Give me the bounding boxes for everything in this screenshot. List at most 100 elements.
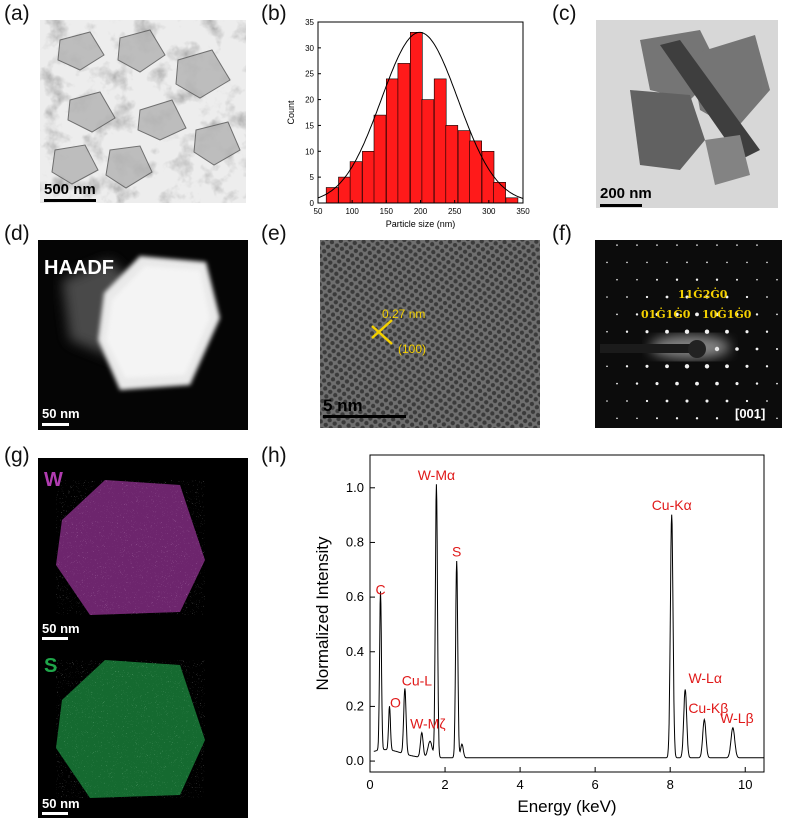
histogram-bar bbox=[421, 99, 435, 204]
diffraction-spot bbox=[665, 399, 669, 403]
peak-label: W-Mζ bbox=[410, 716, 445, 732]
diffraction-spot bbox=[735, 312, 739, 316]
diffraction-spot bbox=[606, 261, 608, 264]
diffraction-spot bbox=[705, 295, 709, 299]
diffraction-spot bbox=[715, 278, 719, 281]
panel-label-f: (f) bbox=[552, 222, 572, 245]
panel-label-h: (h) bbox=[261, 444, 287, 467]
diffraction-spot bbox=[656, 278, 658, 281]
diffraction-spot bbox=[765, 365, 769, 368]
diffraction-spot bbox=[616, 244, 618, 246]
x-tick-label-h: 0 bbox=[366, 777, 373, 792]
diffraction-spot bbox=[635, 313, 639, 316]
peak-label: O bbox=[390, 694, 401, 710]
x-tick-label-b: 100 bbox=[345, 207, 359, 216]
histogram-bar bbox=[445, 125, 459, 204]
diffraction-spot bbox=[715, 417, 719, 420]
histogram-bar bbox=[481, 151, 495, 204]
diffraction-spot bbox=[655, 382, 659, 386]
peak-label: Cu-Kβ bbox=[688, 700, 728, 716]
eds-spectrum-h: 0 2 4 6 8 10 0.0 0.2 0.4 0.6 0.8 1.0 Energy (keV) Nor… bbox=[313, 454, 765, 816]
diffraction-spot bbox=[716, 244, 718, 246]
diffraction-spot bbox=[755, 313, 759, 316]
peak-label: Cu-Kα bbox=[652, 497, 692, 513]
d-spacing-label: 0.27 nm bbox=[382, 307, 425, 321]
histogram-bar bbox=[338, 176, 351, 204]
x-tick-label-b: 50 bbox=[314, 207, 323, 216]
panel-label-b: (b) bbox=[261, 2, 287, 25]
peak-label: W-Mα bbox=[418, 467, 455, 483]
panel-g bbox=[38, 458, 248, 818]
x-tick-label-h: 6 bbox=[592, 777, 599, 792]
panel-label-c: (c) bbox=[552, 2, 577, 25]
y-tick-label-h: 0.4 bbox=[346, 644, 364, 659]
diffraction-spot bbox=[645, 399, 649, 403]
diffraction-spot bbox=[666, 261, 668, 264]
diffraction-spot bbox=[656, 244, 658, 246]
diffraction-spot bbox=[765, 330, 769, 333]
diffraction-spot bbox=[606, 330, 608, 333]
diffraction-spot bbox=[645, 364, 649, 368]
panel-d bbox=[38, 240, 248, 430]
histogram-bar bbox=[469, 140, 483, 204]
y-tick-label-b: 5 bbox=[310, 173, 315, 182]
diffraction-spot bbox=[635, 382, 639, 385]
scale-bar-g1 bbox=[42, 637, 68, 640]
diffraction-spot bbox=[645, 295, 649, 299]
diffraction-spot bbox=[756, 417, 758, 420]
x-axis-label-b: Particle size (nm) bbox=[386, 219, 456, 229]
y-tick-label-b: 20 bbox=[305, 96, 314, 105]
diffraction-spot bbox=[776, 278, 778, 281]
scale-bar-d bbox=[42, 423, 69, 426]
histogram-bar bbox=[385, 78, 399, 204]
diffraction-spot bbox=[676, 244, 678, 246]
histogram-bar bbox=[505, 197, 519, 204]
diffraction-spot bbox=[636, 278, 638, 281]
diffraction-spot bbox=[636, 244, 638, 246]
peak-label: Cu-L bbox=[402, 673, 433, 689]
diffraction-spot bbox=[686, 261, 688, 264]
diffraction-spot bbox=[735, 347, 739, 351]
diffraction-spot bbox=[616, 278, 618, 281]
diffraction-spot bbox=[675, 381, 679, 386]
panel-e bbox=[320, 240, 540, 428]
diffraction-spot bbox=[776, 348, 778, 350]
spectrum-line bbox=[373, 484, 764, 759]
y-tick-label-h: 0.2 bbox=[346, 698, 364, 713]
scale-text-e: 5 nm bbox=[323, 396, 363, 415]
y-tick-label-h: 1.0 bbox=[346, 480, 364, 495]
diffraction-spot bbox=[745, 330, 749, 334]
scale-text-c: 200 nm bbox=[600, 185, 652, 202]
saed-spot-label-3: 10Ġ1Ġ0 bbox=[702, 307, 752, 321]
diffraction-spot bbox=[736, 244, 738, 246]
diffraction-spot bbox=[726, 261, 728, 264]
diffraction-spot bbox=[616, 417, 618, 420]
saed-spot-label-1: 11Ġ2Ġ0 bbox=[678, 287, 728, 301]
plane-label: (100) bbox=[398, 342, 426, 356]
y-tick-label-b: 15 bbox=[305, 121, 314, 130]
diffraction-spot bbox=[755, 347, 759, 351]
saed-spot-label-2: 01Ġ1Ġ0 bbox=[641, 307, 691, 321]
scale-bar-e bbox=[323, 415, 406, 418]
diffraction-spot bbox=[745, 364, 749, 368]
diffraction-spot bbox=[675, 278, 679, 281]
diffraction-spot bbox=[606, 296, 608, 298]
x-tick-label-b: 300 bbox=[482, 207, 496, 216]
y-tick-label-b: 35 bbox=[305, 18, 314, 27]
zone-axis-label: [001] bbox=[735, 406, 765, 421]
diffraction-spot bbox=[704, 329, 710, 334]
gaussian-fit-line bbox=[317, 31, 524, 199]
diffraction-spot bbox=[745, 399, 749, 403]
diffraction-spot bbox=[626, 261, 628, 264]
x-tick-label-b: 200 bbox=[414, 207, 428, 216]
diffraction-spot bbox=[685, 399, 689, 403]
diffraction-spot bbox=[766, 296, 768, 298]
diffraction-spot bbox=[675, 417, 679, 420]
histogram-bar bbox=[457, 130, 471, 204]
panel-label-e: (e) bbox=[261, 222, 287, 245]
diffraction-spot bbox=[675, 312, 679, 317]
x-tick-label-b: 350 bbox=[516, 207, 530, 216]
y-tick-label-h: 0.0 bbox=[346, 753, 364, 768]
diffraction-spot bbox=[625, 330, 629, 333]
histogram-b: 50 100 150 200 250 300 350 0 5 10 15 20 25 30 35 Partic… bbox=[286, 18, 530, 229]
